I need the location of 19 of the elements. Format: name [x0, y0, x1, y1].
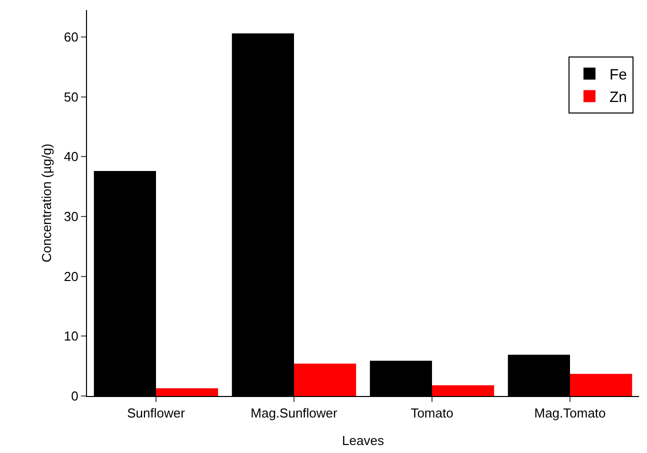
x-tick-label: Sunflower — [127, 406, 186, 421]
x-tick-label: Mag.Sunflower — [250, 406, 338, 421]
bar — [570, 374, 632, 396]
y-tick-label: 50 — [64, 89, 78, 104]
bar — [294, 364, 356, 396]
legend-label: Zn — [609, 88, 627, 106]
y-tick-label: 30 — [64, 209, 78, 224]
bar — [432, 385, 494, 396]
bar — [156, 388, 218, 396]
legend-label: Fe — [609, 66, 627, 84]
y-axis-title: Concentration (µg/g) — [39, 144, 54, 262]
x-tick-label: Mag.Tomato — [534, 406, 606, 421]
y-tick-label: 20 — [64, 268, 78, 284]
y-tick-label: 0 — [71, 388, 78, 404]
y-tick-label: 10 — [64, 328, 78, 344]
x-axis-title: Leaves — [342, 433, 384, 448]
y-tick-label: 40 — [64, 149, 78, 164]
y-tick-label: 60 — [64, 29, 78, 44]
x-tick-label: Tomato — [410, 406, 454, 421]
